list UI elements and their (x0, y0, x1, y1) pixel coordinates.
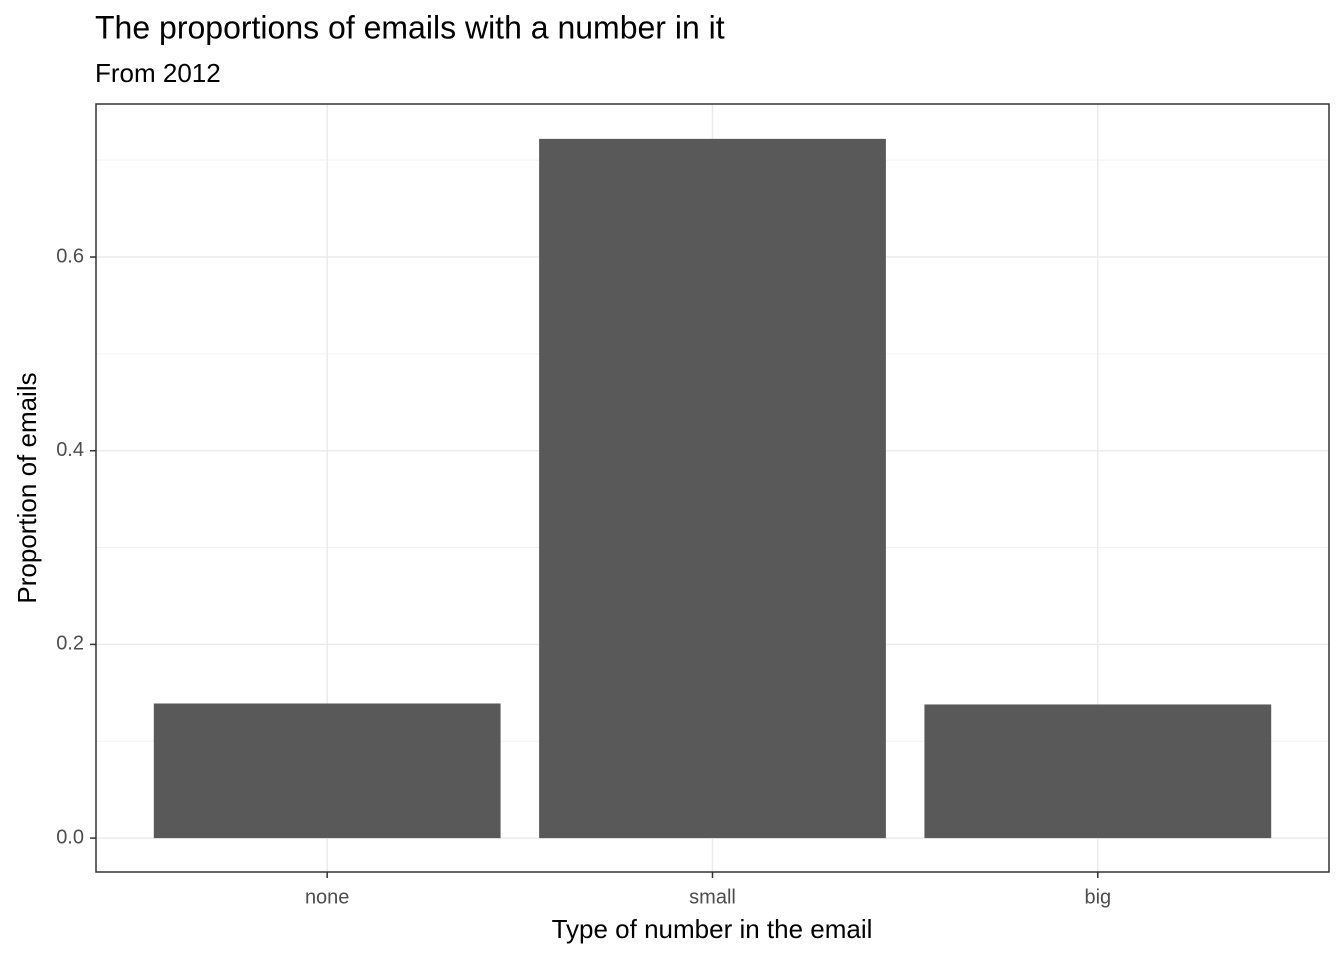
x-axis-title: Type of number in the email (552, 914, 873, 944)
x-tick-label: big (1084, 886, 1111, 908)
bar (539, 138, 886, 839)
bar (153, 703, 501, 839)
chart-title: The proportions of emails with a number … (95, 9, 725, 45)
y-tick-label: 0.0 (56, 826, 84, 848)
y-tick-label: 0.6 (56, 245, 84, 267)
y-axis-title: Proportion of emails (12, 372, 42, 603)
x-tick-label: none (305, 886, 350, 908)
y-tick-label: 0.2 (56, 633, 84, 655)
bar (924, 704, 1272, 839)
y-tick-label: 0.4 (56, 439, 84, 461)
panel-border (95, 103, 1330, 873)
x-tick-label: small (689, 886, 736, 908)
chart-subtitle: From 2012 (95, 58, 221, 88)
